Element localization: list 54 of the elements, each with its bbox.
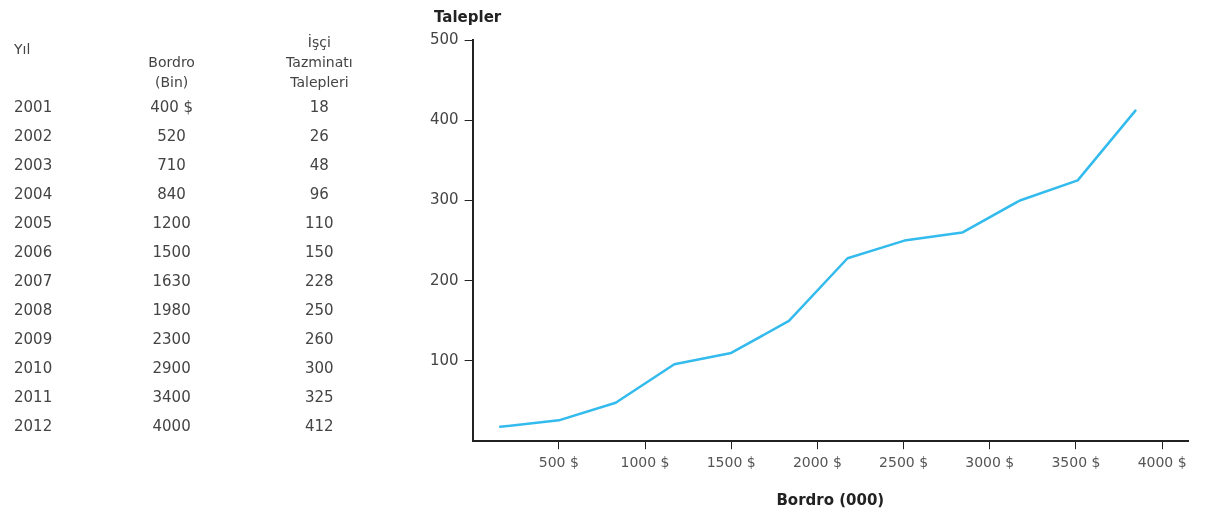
text: 1500	[151, 241, 192, 263]
text: 96	[308, 183, 330, 205]
y-tick-label: 400	[429, 110, 459, 129]
x-tick-label: 3000 $	[965, 454, 1015, 471]
text: 4000	[151, 415, 192, 437]
text: Yıl	[13, 40, 32, 59]
text: 2005	[13, 212, 54, 234]
text: 250	[304, 299, 335, 321]
text: 2003	[13, 154, 54, 176]
text: 840	[156, 183, 187, 205]
x-tick-label: 3500 $	[1051, 454, 1101, 471]
text: 2009	[13, 328, 54, 350]
y-tick-label: 300	[429, 190, 459, 209]
text: 18	[308, 96, 330, 118]
text: 2010	[13, 357, 54, 379]
text: 48	[308, 154, 330, 176]
text: 710	[156, 154, 187, 176]
text: 110	[304, 212, 335, 234]
x-tick-label: 1000 $	[620, 454, 670, 471]
text: 3400	[151, 386, 192, 408]
x-tick-label: 4000 $	[1137, 454, 1187, 471]
text: 228	[304, 270, 335, 292]
text: 1200	[151, 212, 192, 234]
text: 2002	[13, 125, 54, 147]
x-tick-label: 1500 $	[706, 454, 756, 471]
y-tick-label: 100	[429, 350, 459, 369]
text: 2012	[13, 415, 54, 437]
text: 2007	[13, 270, 54, 292]
text: 2008	[13, 299, 54, 321]
text: 2900	[151, 357, 192, 379]
text: 2300	[151, 328, 192, 350]
text: 150	[304, 241, 335, 263]
text: 300	[304, 357, 335, 379]
text: İşçi Tazminatı Talepleri	[285, 33, 354, 92]
text: 520	[156, 125, 187, 147]
y-tick-label: 200	[429, 270, 459, 289]
text: 325	[304, 386, 335, 408]
text: 1630	[151, 270, 192, 292]
text: 400 $	[149, 96, 195, 118]
text: 412	[304, 415, 335, 437]
x-tick-label: 500 $	[538, 454, 579, 471]
x-axis-title: Bordro (000)	[776, 490, 885, 509]
text: 2011	[13, 386, 54, 408]
y-axis-title: Talepler	[434, 8, 502, 27]
y-tick-label: 500	[429, 29, 459, 48]
x-tick-label: 2000 $	[792, 454, 842, 471]
text: 2001	[13, 96, 54, 118]
text: 2006	[13, 241, 54, 263]
text: 260	[304, 328, 335, 350]
text: 2004	[13, 183, 54, 205]
text: 1980	[151, 299, 192, 321]
text: 26	[308, 125, 330, 147]
x-tick-label: 2500 $	[879, 454, 929, 471]
text: Bordro (Bin)	[147, 53, 196, 92]
